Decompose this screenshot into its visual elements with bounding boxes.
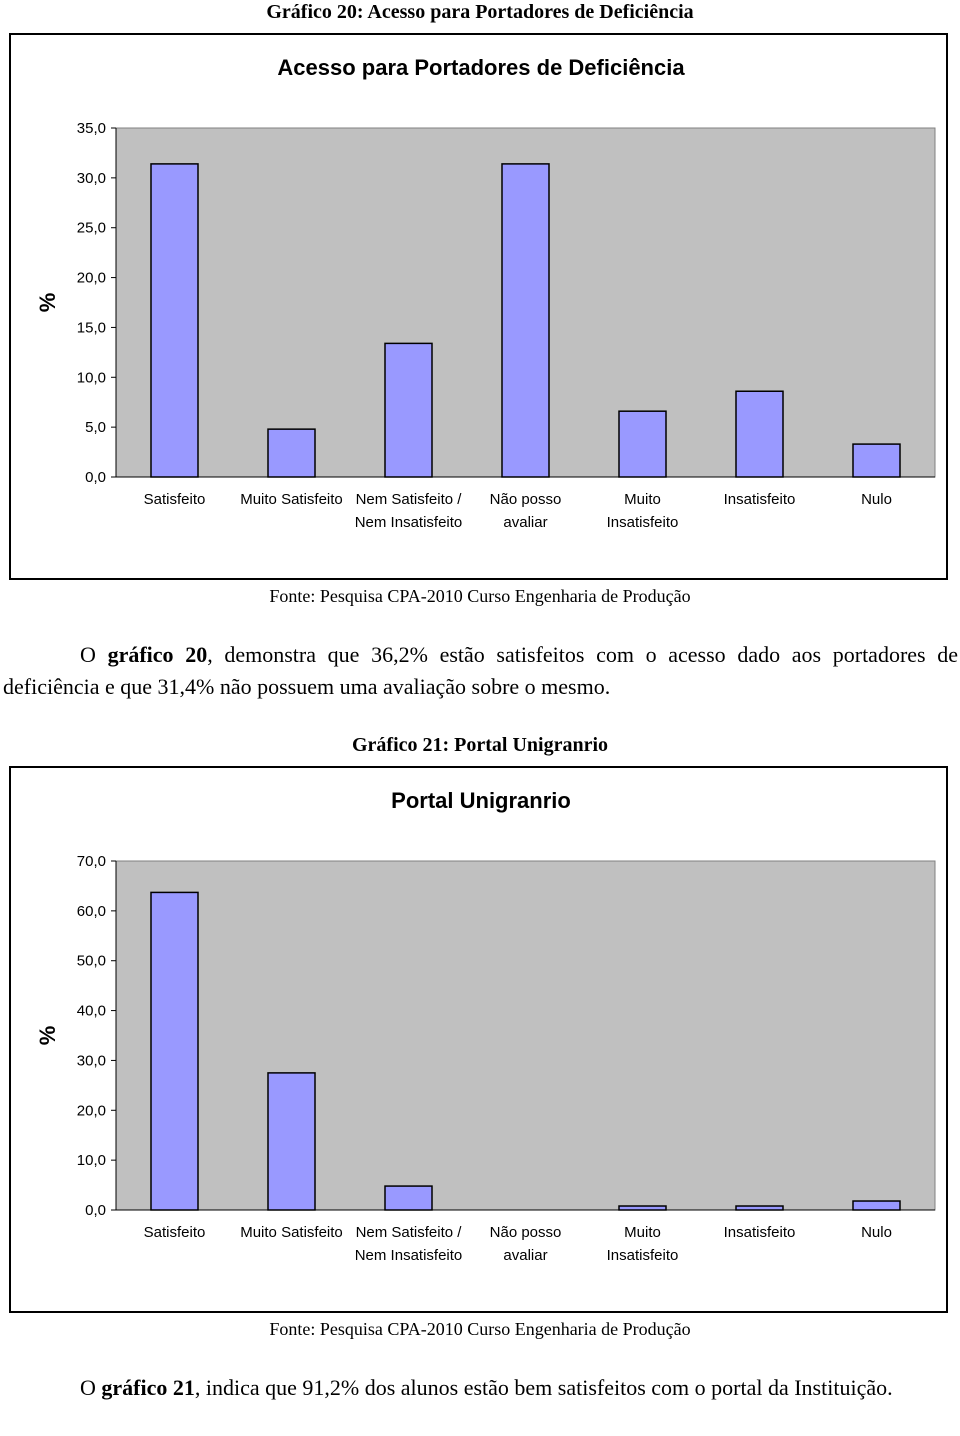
x-tick-label: Não posso avaliar [489, 1224, 562, 1264]
x-tick-label: Satisfeito [143, 491, 206, 508]
bar [852, 443, 901, 478]
chart-title: Portal Unigranrio [391, 788, 571, 813]
x-tick-label: Nem Satisfeito / Nem Insatisfeito [354, 491, 463, 531]
y-tick-label: 50,0 [77, 953, 106, 970]
y-tick-label: 20,0 [77, 270, 106, 287]
y-tick-label: 30,0 [77, 1052, 106, 1069]
paragraph: O gráfico 21, indica que 91,2% dos aluno… [3, 1372, 958, 1404]
bar [618, 1205, 667, 1211]
y-tick-label: 20,0 [77, 1102, 106, 1119]
y-tick-label: 25,0 [77, 220, 106, 237]
bar [150, 891, 199, 1211]
text: O [80, 1375, 96, 1400]
x-tick-label: Não posso avaliar [489, 491, 562, 531]
chart-title: Acesso para Portadores de Deficiência [277, 55, 685, 80]
text: , demonstra que 36,2% estão satisfeitos … [3, 642, 959, 699]
chart-frame: Acesso para Portadores de Deficiência% 0,… [9, 33, 948, 580]
chart: Portal Unigranrio% 0,0 10,0 20,0 30,0 40,0 50,… [35, 788, 936, 1219]
x-tick-label: Muito Satisfeito [240, 491, 343, 508]
paragraph: O gráfico 20, demonstra que 36,2% estão … [3, 639, 958, 703]
source: Fonte: Pesquisa CPA-2010 Curso Engenhari… [269, 586, 691, 606]
bar [267, 1072, 316, 1211]
bar [501, 163, 550, 478]
x-tick-label: Insatisfeito [723, 491, 796, 508]
bar [852, 1200, 901, 1211]
x-tick-label: Muito Insatisfeito [606, 491, 679, 531]
plot-area [115, 860, 936, 1211]
bold-text: gráfico 21 [101, 1375, 195, 1400]
x-tick-label: Satisfeito [143, 1224, 206, 1241]
y-tick-label: 10,0 [77, 369, 106, 386]
y-tick-label: 5,0 [85, 419, 106, 436]
y-tick-label: 40,0 [77, 1003, 106, 1020]
bar [267, 428, 316, 478]
y-tick-label: 10,0 [77, 1152, 106, 1169]
y-tick-label: 35,0 [77, 120, 106, 137]
caption: Gráfico 20: Acesso para Portadores de De… [266, 1, 694, 23]
y-tick-label: 60,0 [77, 903, 106, 920]
y-tick-label: 15,0 [77, 319, 106, 336]
bar [618, 410, 667, 478]
x-tick-label: Nulo [861, 491, 892, 508]
bar [735, 390, 784, 478]
text: O [80, 642, 96, 667]
x-tick-label: Insatisfeito [723, 1224, 796, 1241]
text: , indica que 91,2% dos alunos estão bem … [194, 1375, 893, 1400]
bold-text: gráfico 20 [107, 642, 208, 667]
bar [384, 342, 433, 478]
caption: Gráfico 21: Portal Unigranrio [351, 734, 609, 756]
chart: Acesso para Portadores de Deficiência% 0,… [35, 55, 936, 486]
chart-frame: Portal Unigranrio% 0,0 10,0 20,0 30,0 40,0 50,… [9, 766, 948, 1313]
bar [384, 1185, 433, 1211]
x-tick-label: Nem Satisfeito / Nem Insatisfeito [354, 1224, 463, 1264]
x-tick-label: Muito Satisfeito [240, 1224, 343, 1241]
y-tick-label: 0,0 [85, 1202, 106, 1219]
y-tick-label: 70,0 [77, 853, 106, 870]
x-tick-label: Muito Insatisfeito [606, 1224, 679, 1264]
bar [150, 163, 199, 478]
y-axis-label: % [35, 293, 60, 313]
source: Fonte: Pesquisa CPA-2010 Curso Engenhari… [269, 1319, 691, 1339]
bar [735, 1205, 784, 1211]
y-tick-label: 30,0 [77, 170, 106, 187]
y-tick-label: 0,0 [85, 469, 106, 486]
x-tick-label: Nulo [861, 1224, 892, 1241]
y-axis-label: % [35, 1026, 60, 1046]
